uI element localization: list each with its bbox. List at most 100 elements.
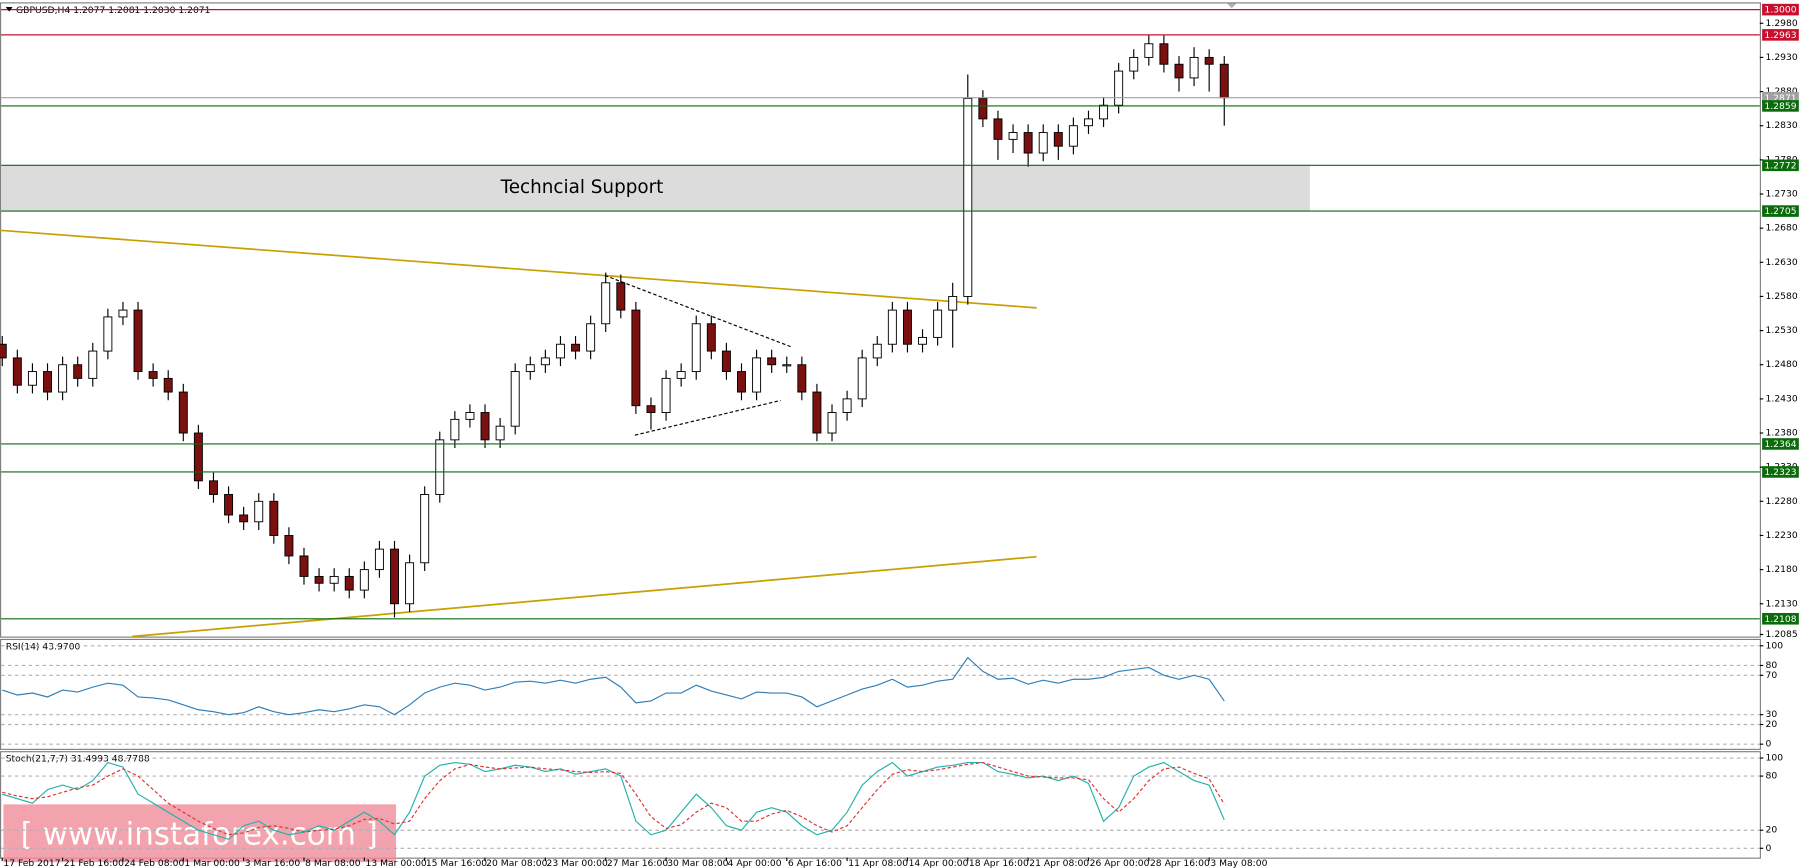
candle-body <box>178 391 188 434</box>
candle-body <box>224 494 234 516</box>
y-tick-label: 1.2830 <box>1766 120 1798 131</box>
x-tick-label: 1 Mar 00:00 <box>184 858 240 868</box>
y-tick-label: 1.2730 <box>1766 188 1798 199</box>
y-tick-label: 1.2480 <box>1766 359 1798 370</box>
y-tick-label: 80 <box>1766 771 1778 782</box>
candle-body <box>616 282 626 311</box>
candle-body <box>208 480 218 495</box>
candle-body <box>1068 125 1078 147</box>
candle-body <box>978 97 988 120</box>
support-zone <box>1 165 1310 212</box>
candle-body <box>797 364 807 393</box>
rsi-frame <box>0 638 1761 750</box>
candle-body <box>571 343 581 352</box>
triangle-upper <box>604 274 793 348</box>
candle-body <box>239 514 249 523</box>
candle-body <box>661 377 671 414</box>
level-label-bg <box>1762 3 1799 16</box>
y-tick-label: 0 <box>1766 843 1772 854</box>
y-tick-label: 0 <box>1766 739 1772 750</box>
candle-body <box>1219 63 1229 99</box>
level-label-bg <box>1762 159 1799 172</box>
candle-body <box>12 357 22 386</box>
candle-body <box>314 575 324 584</box>
x-tick-label: 4 Apr 00:00 <box>728 858 782 868</box>
candle-body <box>133 309 143 373</box>
candle-body <box>1204 56 1214 65</box>
level-label: 1.2963 <box>1764 30 1796 41</box>
candle-body <box>1129 56 1139 72</box>
candle-body <box>465 412 475 420</box>
candle-body <box>88 350 98 379</box>
candle-body <box>1023 132 1033 154</box>
level-label-bg <box>1762 205 1799 217</box>
candle-body <box>1008 132 1018 140</box>
level-label: 1.2871 <box>1764 93 1796 104</box>
x-tick-label: 20 Mar 08:00 <box>486 858 547 868</box>
candle-body <box>902 309 912 345</box>
candle-body <box>540 357 550 366</box>
y-tick-label: 100 <box>1766 640 1784 651</box>
candle-body <box>857 357 867 400</box>
x-tick-label: 8 Mar 08:00 <box>305 858 361 868</box>
y-tick-label: 1.2930 <box>1766 52 1798 63</box>
candle-body <box>767 357 777 366</box>
y-tick-label: 1.2430 <box>1766 393 1798 404</box>
candle-body <box>1174 63 1184 79</box>
y-tick-label: 1.2880 <box>1766 86 1798 97</box>
candle-body <box>269 500 279 536</box>
indicator-line <box>2 761 1225 836</box>
candle-body <box>706 323 716 352</box>
level-label: 1.2859 <box>1764 101 1796 112</box>
level-label-bg <box>1762 91 1799 104</box>
x-tick-label: 13 Mar 00:00 <box>365 858 426 868</box>
level-label: 1.2772 <box>1764 160 1796 171</box>
candle-body <box>1159 43 1169 65</box>
level-label: 1.2323 <box>1764 467 1796 478</box>
candle-body <box>1114 70 1124 106</box>
zone-layer: Techncial Support <box>1 165 1310 212</box>
candle-body <box>993 118 1003 140</box>
candle-body <box>43 371 52 393</box>
x-tick-label: 27 Mar 16:00 <box>607 858 668 868</box>
level-label: 1.2364 <box>1764 439 1796 450</box>
candle-body <box>405 562 415 605</box>
y-tick-label: 1.2980 <box>1766 18 1798 29</box>
candle-body <box>284 534 294 557</box>
support-trendline <box>131 555 1037 638</box>
candle-body <box>601 282 611 325</box>
watermark-bg <box>3 804 397 863</box>
candle-body <box>691 323 701 373</box>
y-tick-label: 1.2085 <box>1766 629 1798 640</box>
y-tick-label: 80 <box>1766 660 1778 671</box>
candle-body <box>948 295 958 311</box>
level-label-bg <box>1762 100 1799 112</box>
candle-body <box>827 412 837 434</box>
level-label-bg <box>1762 612 1799 625</box>
candle-body <box>1189 56 1199 79</box>
candle-body <box>374 548 384 571</box>
candle-body <box>676 371 686 379</box>
candle-body <box>887 309 897 345</box>
y-tick-label: 1.2280 <box>1766 496 1798 507</box>
y-tick-label: 20 <box>1766 719 1778 730</box>
x-tick-label: 24 Feb 08:00 <box>124 858 184 868</box>
x-tick-label: 18 Apr 16:00 <box>969 858 1029 868</box>
candle-body <box>299 555 309 577</box>
y-tick-label: 1.2230 <box>1766 530 1798 541</box>
candle-body <box>480 412 490 441</box>
main-frame <box>0 2 1761 638</box>
y-tick-label: 100 <box>1766 753 1784 764</box>
x-tick-label: 17 Feb 2017 <box>3 858 60 868</box>
candle-body <box>555 343 565 359</box>
x-tick-label: 21 Feb 16:00 <box>64 858 124 868</box>
candle-body <box>420 494 430 564</box>
candle-body <box>631 309 641 407</box>
triangle-lower <box>634 399 781 436</box>
candle-body <box>1084 118 1093 127</box>
x-tick-label: 14 Apr 00:00 <box>909 858 969 868</box>
candle-body <box>359 569 369 591</box>
candle-body <box>103 316 113 352</box>
candle-body <box>646 405 656 414</box>
